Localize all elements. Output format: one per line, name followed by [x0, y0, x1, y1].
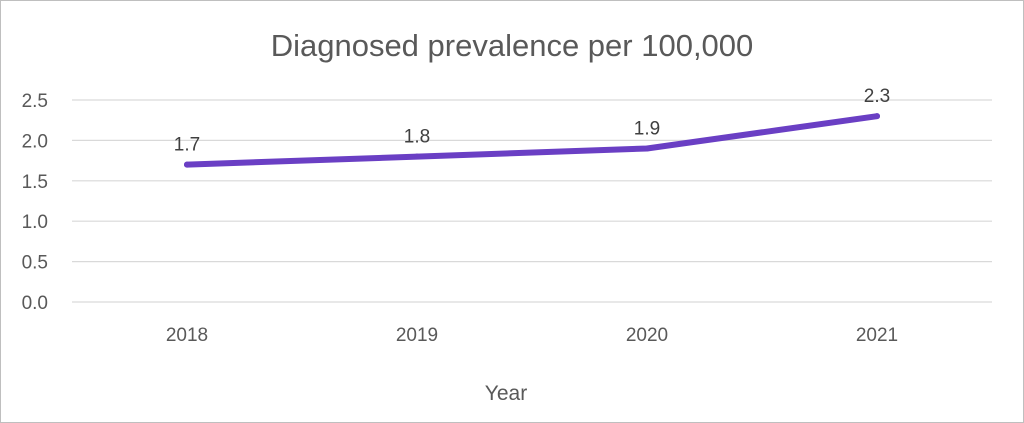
- y-tick-label: 1.5: [22, 172, 48, 193]
- data-label: 2.3: [864, 86, 890, 107]
- data-point: [644, 145, 650, 152]
- data-point: [414, 153, 420, 160]
- series-lines: [184, 113, 880, 168]
- x-tick-label: 2018: [166, 325, 208, 346]
- data-label: 1.9: [634, 118, 660, 139]
- y-tick-label: 1.0: [22, 212, 48, 233]
- x-axis-tick-labels: 2018 2019 2020 2021: [166, 325, 898, 346]
- data-point: [874, 113, 880, 120]
- x-tick-label: 2021: [856, 325, 898, 346]
- y-tick-label: 0.0: [22, 293, 48, 314]
- x-axis-title: Year: [485, 382, 527, 405]
- chart-title: Diagnosed prevalence per 100,000: [271, 28, 754, 63]
- y-tick-label: 2.5: [22, 91, 48, 112]
- data-point: [184, 161, 190, 168]
- x-tick-label: 2019: [396, 325, 438, 346]
- gridlines: [72, 99, 992, 303]
- data-label: 1.8: [404, 127, 430, 148]
- data-labels: 1.7 1.8 1.9 2.3: [174, 86, 890, 155]
- x-tick-label: 2020: [626, 325, 668, 346]
- series-line: [184, 113, 880, 168]
- data-label: 1.7: [174, 135, 200, 156]
- y-tick-label: 0.5: [22, 253, 48, 274]
- y-axis-tick-labels: 0.0 0.5 1.0 1.5 2.0 2.5: [22, 91, 48, 314]
- y-tick-label: 2.0: [22, 131, 48, 152]
